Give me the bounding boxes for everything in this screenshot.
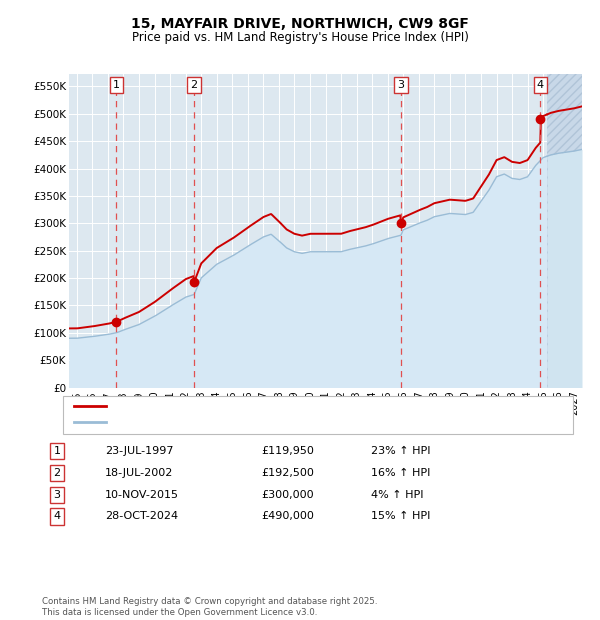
Text: 2: 2: [53, 468, 61, 478]
Text: 15, MAYFAIR DRIVE, NORTHWICH, CW9 8GF: 15, MAYFAIR DRIVE, NORTHWICH, CW9 8GF: [131, 17, 469, 32]
Text: 4% ↑ HPI: 4% ↑ HPI: [371, 490, 424, 500]
Text: 23% ↑ HPI: 23% ↑ HPI: [371, 446, 430, 456]
Text: 4: 4: [53, 512, 61, 521]
Text: 1: 1: [53, 446, 61, 456]
Text: Price paid vs. HM Land Registry's House Price Index (HPI): Price paid vs. HM Land Registry's House …: [131, 31, 469, 44]
Text: 28-OCT-2024: 28-OCT-2024: [105, 512, 178, 521]
Text: £192,500: £192,500: [261, 468, 314, 478]
Text: £300,000: £300,000: [261, 490, 314, 500]
Text: £490,000: £490,000: [261, 512, 314, 521]
Text: 16% ↑ HPI: 16% ↑ HPI: [371, 468, 430, 478]
Text: Contains HM Land Registry data © Crown copyright and database right 2025.
This d: Contains HM Land Registry data © Crown c…: [42, 598, 377, 617]
Text: 3: 3: [53, 490, 61, 500]
Text: 2: 2: [191, 81, 198, 91]
Text: 15% ↑ HPI: 15% ↑ HPI: [371, 512, 430, 521]
Text: 15, MAYFAIR DRIVE, NORTHWICH, CW9 8GF (detached house): 15, MAYFAIR DRIVE, NORTHWICH, CW9 8GF (d…: [111, 401, 431, 411]
Text: HPI: Average price, detached house, Cheshire West and Chester: HPI: Average price, detached house, Ches…: [111, 417, 446, 427]
Text: 23-JUL-1997: 23-JUL-1997: [105, 446, 173, 456]
Text: £119,950: £119,950: [261, 446, 314, 456]
Text: 3: 3: [397, 81, 404, 91]
Text: 10-NOV-2015: 10-NOV-2015: [105, 490, 179, 500]
Text: 18-JUL-2002: 18-JUL-2002: [105, 468, 173, 478]
Text: 4: 4: [537, 81, 544, 91]
Text: 1: 1: [113, 81, 120, 91]
